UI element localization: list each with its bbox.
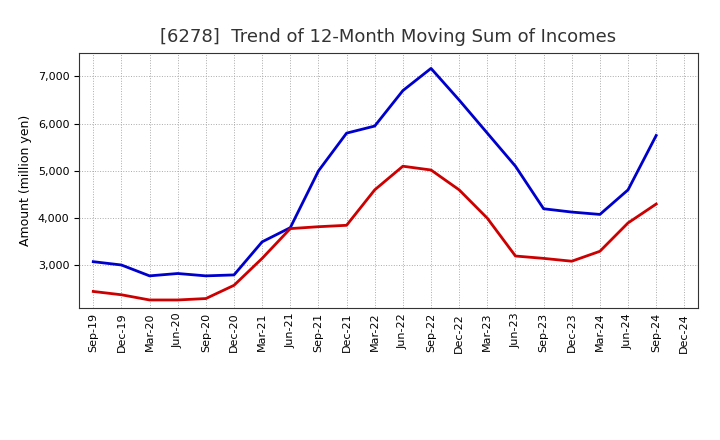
Ordinary Income	[117, 262, 126, 268]
Net Income	[427, 167, 436, 172]
Net Income	[595, 249, 604, 254]
Text: [6278]  Trend of 12-Month Moving Sum of Incomes: [6278] Trend of 12-Month Moving Sum of I…	[160, 28, 616, 46]
Net Income	[145, 297, 154, 303]
Net Income	[202, 296, 210, 301]
Net Income	[370, 187, 379, 192]
Net Income	[174, 297, 182, 303]
Net Income	[511, 253, 520, 259]
Net Income	[314, 224, 323, 229]
Net Income	[117, 292, 126, 297]
Net Income	[258, 256, 266, 261]
Ordinary Income	[455, 97, 464, 103]
Ordinary Income	[427, 66, 436, 71]
Net Income	[342, 223, 351, 228]
Y-axis label: Amount (million yen): Amount (million yen)	[19, 115, 32, 246]
Ordinary Income	[539, 206, 548, 211]
Net Income	[455, 187, 464, 192]
Net Income	[539, 256, 548, 261]
Ordinary Income	[89, 259, 98, 264]
Net Income	[483, 216, 492, 221]
Ordinary Income	[567, 209, 576, 215]
Ordinary Income	[652, 133, 660, 138]
Ordinary Income	[595, 212, 604, 217]
Ordinary Income	[483, 131, 492, 136]
Ordinary Income	[286, 225, 294, 230]
Line: Ordinary Income: Ordinary Income	[94, 68, 656, 276]
Ordinary Income	[145, 273, 154, 279]
Ordinary Income	[399, 88, 408, 93]
Net Income	[399, 164, 408, 169]
Ordinary Income	[624, 187, 632, 192]
Ordinary Income	[342, 131, 351, 136]
Net Income	[230, 282, 238, 288]
Ordinary Income	[174, 271, 182, 276]
Ordinary Income	[314, 169, 323, 174]
Ordinary Income	[370, 123, 379, 128]
Line: Net Income: Net Income	[94, 166, 656, 300]
Ordinary Income	[511, 164, 520, 169]
Net Income	[89, 289, 98, 294]
Net Income	[624, 220, 632, 226]
Net Income	[567, 259, 576, 264]
Net Income	[286, 226, 294, 231]
Net Income	[652, 202, 660, 207]
Ordinary Income	[202, 273, 210, 279]
Ordinary Income	[258, 239, 266, 245]
Ordinary Income	[230, 272, 238, 278]
